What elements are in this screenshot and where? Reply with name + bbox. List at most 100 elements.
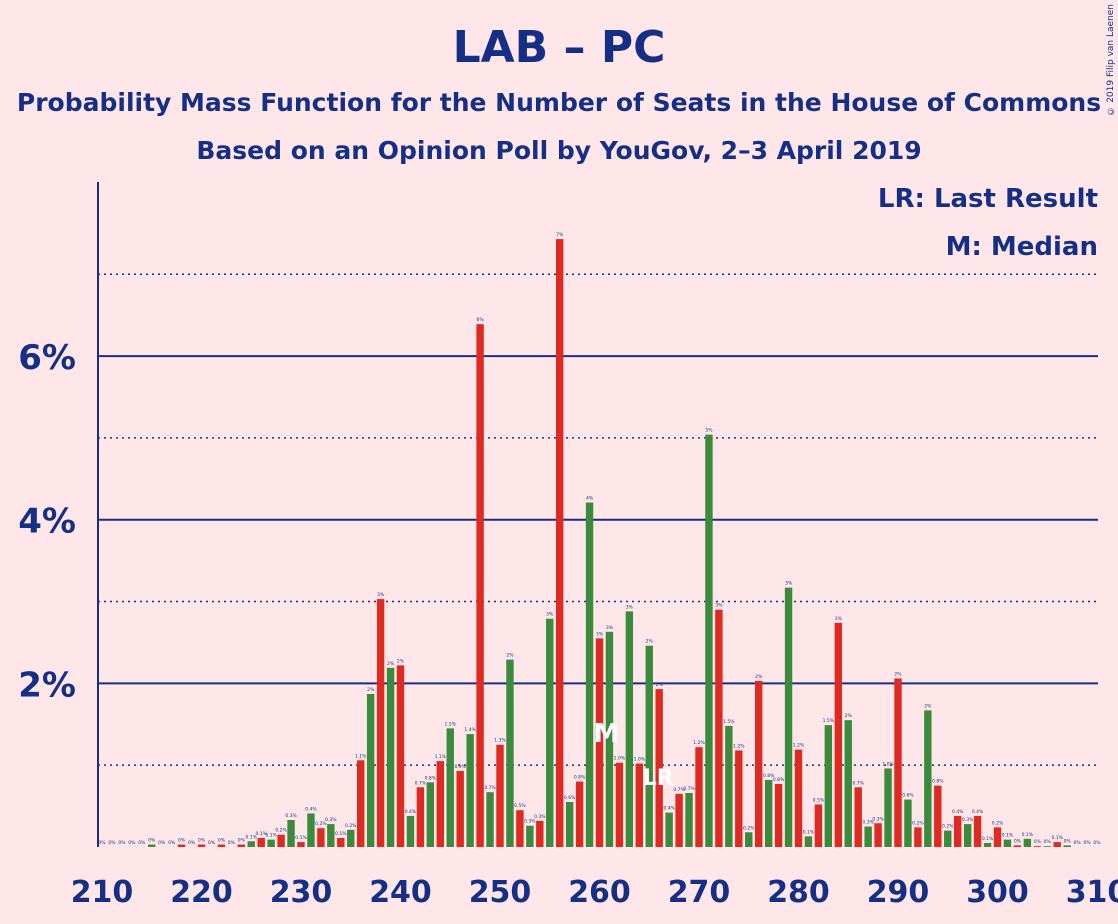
bar bbox=[516, 810, 524, 847]
bar bbox=[585, 502, 594, 847]
bar-data-label: 0.2% bbox=[275, 828, 287, 834]
bar-data-label: 0.7% bbox=[673, 787, 685, 793]
bar bbox=[327, 824, 335, 847]
bar bbox=[665, 812, 673, 847]
bar-data-label: 0.1% bbox=[265, 833, 277, 839]
bar-data-label: 0% bbox=[1014, 838, 1022, 844]
x-tick-label: 270 bbox=[668, 875, 731, 910]
bar bbox=[1013, 845, 1022, 847]
bar bbox=[1023, 838, 1032, 847]
bar-data-label: 2% bbox=[367, 687, 375, 693]
y-tick-label: 6% bbox=[18, 338, 76, 378]
bar bbox=[237, 844, 245, 847]
bar-data-label: 0.8% bbox=[425, 775, 437, 781]
bar-data-label: 0% bbox=[1064, 838, 1072, 844]
bar-data-label: 0.4% bbox=[952, 809, 964, 815]
bar-data-label: 0.2% bbox=[992, 820, 1004, 826]
last-result-marker: LR bbox=[643, 766, 674, 791]
bar bbox=[297, 842, 305, 847]
bar bbox=[954, 815, 962, 847]
bar-data-label: 1.0% bbox=[614, 756, 626, 762]
bar bbox=[426, 782, 435, 847]
bar-data-label: 0% bbox=[228, 840, 236, 846]
bar-data-label: 0.3% bbox=[534, 814, 546, 820]
bar bbox=[655, 689, 663, 847]
bar bbox=[745, 832, 753, 847]
bar-data-label: 0% bbox=[1044, 839, 1052, 845]
bar bbox=[376, 599, 385, 847]
bar bbox=[446, 728, 454, 847]
bar-data-label: 0% bbox=[238, 838, 246, 844]
bar bbox=[764, 779, 773, 847]
bar bbox=[1063, 845, 1071, 847]
bar bbox=[824, 725, 833, 847]
bar-data-label: 2% bbox=[924, 703, 932, 709]
bar bbox=[337, 837, 345, 847]
bar bbox=[625, 611, 634, 847]
bar bbox=[725, 725, 733, 847]
bar bbox=[735, 750, 743, 847]
bar bbox=[755, 680, 763, 847]
bar-data-label: 2% bbox=[397, 658, 405, 664]
bar-data-label: 0.2% bbox=[743, 825, 755, 831]
bar bbox=[595, 638, 604, 847]
bar-data-label: 0.7% bbox=[415, 780, 427, 786]
bar-data-label: 0% bbox=[188, 840, 196, 846]
bar-data-label: 0% bbox=[218, 838, 226, 844]
bar-data-label: 1.5% bbox=[823, 718, 835, 724]
bar bbox=[605, 631, 614, 847]
bar-data-label: 0% bbox=[1083, 840, 1091, 846]
bar-data-label: 0.2% bbox=[315, 821, 327, 827]
bar bbox=[924, 710, 932, 847]
bar bbox=[645, 645, 653, 847]
bar bbox=[894, 678, 902, 847]
bar bbox=[874, 823, 882, 847]
bar-data-label: 3% bbox=[546, 612, 554, 618]
bar bbox=[904, 799, 912, 847]
bar-data-label: 0% bbox=[1093, 840, 1101, 846]
bar bbox=[565, 801, 574, 847]
bar-data-label: 0.9% bbox=[454, 764, 466, 770]
bar bbox=[854, 787, 862, 847]
bar bbox=[366, 693, 375, 847]
bar-data-label: 0.6% bbox=[564, 795, 576, 801]
bar bbox=[546, 618, 554, 847]
bar-data-label: 6% bbox=[477, 317, 485, 323]
bar-data-label: 0.1% bbox=[255, 831, 267, 837]
bar bbox=[794, 749, 803, 847]
bar-data-label: 0.5% bbox=[813, 797, 825, 803]
bar-data-label: 0% bbox=[208, 840, 216, 846]
bar-data-label: 0.7% bbox=[852, 780, 864, 786]
bar bbox=[317, 828, 325, 847]
bar-data-label: 0.4% bbox=[663, 806, 675, 812]
bar-data-label: 0% bbox=[1074, 840, 1082, 846]
legend-last-result: LR: Last Result bbox=[877, 184, 1098, 214]
bar-data-label: 0.1% bbox=[1051, 835, 1063, 841]
bar-data-label: 0.4% bbox=[405, 809, 417, 815]
bar bbox=[774, 783, 783, 847]
bar bbox=[934, 785, 942, 847]
x-tick-label: 280 bbox=[767, 875, 830, 910]
bar-data-label: 0% bbox=[168, 840, 176, 846]
bar bbox=[575, 781, 584, 847]
x-tick-label: 250 bbox=[469, 875, 532, 910]
bar-data-label: 1.1% bbox=[435, 754, 447, 760]
bar-data-label: 0.1% bbox=[335, 831, 347, 837]
x-tick-label: 240 bbox=[369, 875, 432, 910]
bar-data-label: 0.1% bbox=[1022, 832, 1034, 838]
bar-data-label: 3% bbox=[715, 603, 723, 609]
bar bbox=[695, 747, 703, 847]
bar-data-label: 0% bbox=[138, 840, 146, 846]
bar-data-label: 2% bbox=[894, 671, 902, 677]
x-tick-label: 290 bbox=[867, 875, 930, 910]
bar-data-label: 0.3% bbox=[962, 817, 974, 823]
bar bbox=[685, 792, 693, 847]
bar bbox=[347, 829, 355, 847]
bar-data-label: 1.5% bbox=[445, 721, 457, 727]
x-tick-label: 230 bbox=[270, 875, 333, 910]
bar bbox=[247, 841, 255, 847]
bar-data-label: 1.5% bbox=[723, 719, 735, 725]
bar-data-label: 1.1% bbox=[355, 753, 367, 759]
x-tick-label: 220 bbox=[170, 875, 233, 910]
x-tick-label: 300 bbox=[966, 875, 1029, 910]
